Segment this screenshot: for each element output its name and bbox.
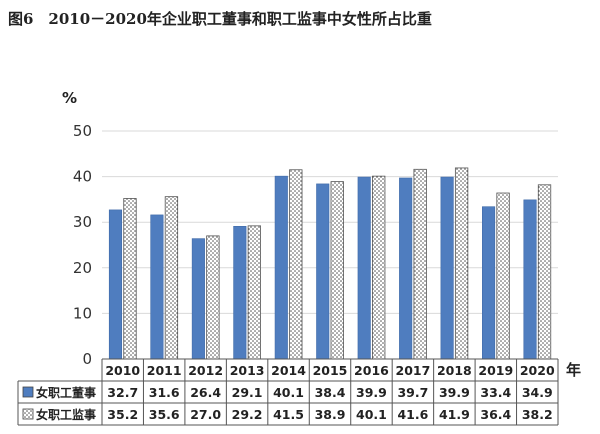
- data-label-director-2014: 40.1: [273, 385, 304, 400]
- bar-director-2017: [399, 177, 413, 360]
- bar-director-2016: [357, 176, 371, 360]
- bar-director-2012: [191, 238, 205, 360]
- data-label-supervisor-2013: 29.2: [232, 407, 263, 422]
- y-axis-unit-label: %: [62, 89, 77, 107]
- data-label-director-2011: 31.6: [149, 385, 180, 400]
- data-label-director-2015: 38.4: [315, 385, 346, 400]
- bar-supervisor-2014: [289, 169, 303, 360]
- x-tick-label-2011: 2011: [147, 363, 182, 378]
- bar-supervisor-2019: [496, 192, 510, 360]
- data-label-director-2013: 29.1: [232, 385, 263, 400]
- bar-director-2020: [523, 199, 537, 360]
- y-tick-label-10: 10: [73, 304, 92, 322]
- data-label-supervisor-2017: 41.6: [397, 407, 428, 422]
- data-label-director-2018: 39.9: [439, 385, 470, 400]
- bar-supervisor-2011: [164, 196, 179, 360]
- x-tick-label-2017: 2017: [396, 363, 431, 378]
- legend-label-director: 女职工董事: [36, 385, 96, 400]
- y-tick-label-30: 30: [73, 213, 92, 231]
- chart-title: 图6 2010－2020年企业职工董事和职工监事中女性所占比重: [8, 10, 432, 28]
- data-label-director-2010: 32.7: [107, 385, 138, 400]
- data-label-supervisor-2019: 36.4: [480, 407, 511, 422]
- data-label-director-2019: 33.4: [480, 385, 511, 400]
- bar-director-2011: [150, 214, 164, 360]
- bar-director-2013: [233, 226, 247, 360]
- y-tick-label-40: 40: [73, 168, 92, 186]
- data-label-supervisor-2014: 41.5: [273, 407, 304, 422]
- legend-swatch-supervisor: [22, 408, 34, 420]
- bar-director-2010: [108, 209, 123, 360]
- data-label-director-2012: 26.4: [190, 385, 221, 400]
- legend-swatch-director: [22, 386, 34, 398]
- bar-supervisor-2017: [413, 168, 427, 360]
- bar-director-2015: [316, 183, 330, 360]
- data-label-supervisor-2016: 40.1: [356, 407, 387, 422]
- bar-director-2019: [482, 206, 496, 360]
- data-label-director-2016: 39.9: [356, 385, 387, 400]
- y-tick-label-50: 50: [73, 122, 92, 140]
- data-label-supervisor-2020: 38.2: [522, 407, 553, 422]
- x-tick-label-2019: 2019: [478, 363, 513, 378]
- bar-supervisor-2012: [206, 235, 220, 360]
- bar-supervisor-2013: [247, 225, 261, 360]
- x-tick-label-2014: 2014: [271, 363, 306, 378]
- x-tick-label-2020: 2020: [520, 363, 555, 378]
- x-axis-unit-label: 年: [566, 361, 581, 379]
- x-tick-label-2012: 2012: [188, 363, 223, 378]
- bar-supervisor-2018: [454, 167, 469, 360]
- x-tick-label-2015: 2015: [313, 363, 348, 378]
- data-label-supervisor-2018: 41.9: [439, 407, 470, 422]
- data-label-supervisor-2011: 35.6: [149, 407, 180, 422]
- y-tick-label-20: 20: [73, 259, 92, 277]
- y-tick-label-0: 0: [82, 350, 92, 368]
- bar-director-2014: [274, 175, 288, 360]
- bar-supervisor-2010: [123, 198, 137, 360]
- x-tick-label-2016: 2016: [354, 363, 389, 378]
- bar-director-2018: [440, 176, 454, 360]
- x-tick-label-2013: 2013: [230, 363, 265, 378]
- data-label-supervisor-2012: 27.0: [190, 407, 221, 422]
- x-tick-label-2018: 2018: [437, 363, 472, 378]
- data-label-supervisor-2010: 35.2: [107, 407, 138, 422]
- bar-supervisor-2020: [537, 184, 552, 360]
- bar-supervisor-2016: [372, 175, 386, 360]
- data-label-supervisor-2015: 38.9: [315, 407, 346, 422]
- data-label-director-2020: 34.9: [522, 385, 553, 400]
- data-label-director-2017: 39.7: [397, 385, 428, 400]
- bar-supervisor-2015: [330, 181, 344, 360]
- legend-label-supervisor: 女职工监事: [36, 407, 96, 422]
- x-tick-label-2010: 2010: [105, 363, 140, 378]
